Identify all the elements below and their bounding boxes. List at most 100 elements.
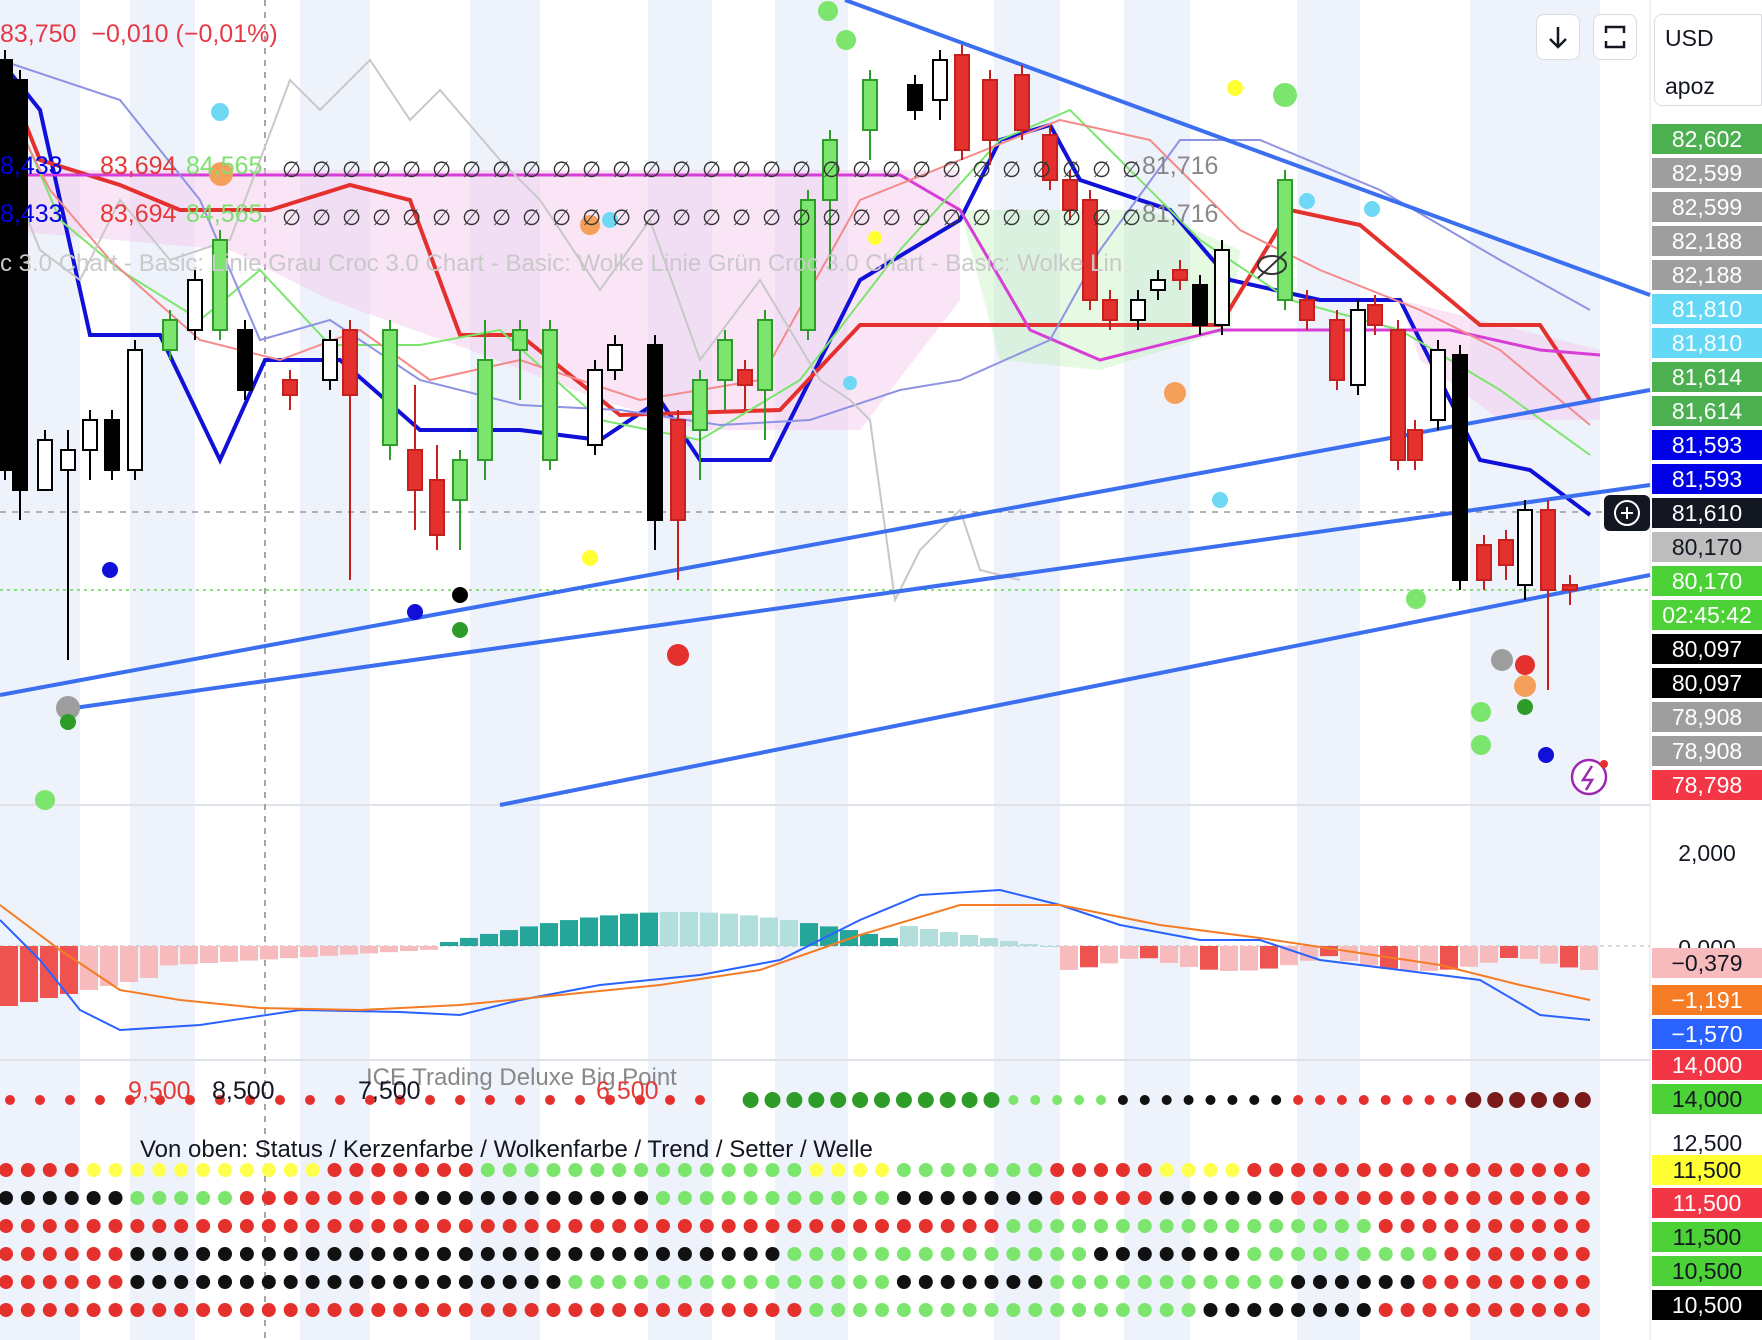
macd-histogram-bar [740, 915, 758, 946]
level-4: 6,500 [596, 1077, 659, 1105]
status-dot [42, 1303, 57, 1317]
status-dot [1203, 1303, 1218, 1317]
empty-marker: ∅ [432, 157, 451, 182]
status-dot [524, 1163, 539, 1177]
trend-dot [1227, 1095, 1238, 1105]
price-scale-label: 81,614 [1652, 396, 1762, 426]
candle-body [670, 419, 686, 521]
status-dot [831, 1191, 846, 1205]
fullscreen-button[interactable] [1593, 14, 1637, 60]
status-dot [743, 1275, 758, 1289]
status-dot [0, 1247, 13, 1261]
signal-dot [667, 644, 689, 666]
trend-line-mid2 [59, 483, 1651, 712]
macd-histogram-bar [180, 946, 198, 965]
status-dot [327, 1247, 342, 1261]
candle-body [717, 339, 733, 381]
candle-body [82, 419, 98, 451]
candle-body [822, 139, 838, 201]
status-dot [218, 1303, 232, 1317]
status-dot [1575, 1219, 1590, 1233]
price-scale-label: 78,908 [1652, 736, 1762, 766]
macd-histogram-bar [800, 923, 818, 946]
status-dot [1510, 1247, 1525, 1261]
signal-dot [868, 231, 882, 245]
status-dot [239, 1303, 254, 1317]
status-dot [612, 1247, 627, 1261]
empty-marker: ∅ [822, 205, 841, 230]
empty-marker: ∅ [822, 157, 841, 182]
status-dot [0, 1191, 13, 1205]
status-dot [239, 1163, 254, 1177]
session-band [1470, 0, 1600, 1340]
trend-dot [1574, 1092, 1591, 1108]
empty-marker: ∅ [462, 205, 481, 230]
trend-dot [35, 1095, 45, 1105]
price-header: 83,750 −0,010 (−0,01%) [0, 20, 278, 49]
signal-dot [1164, 382, 1186, 404]
empty-marker: ∅ [672, 205, 691, 230]
status-dot [1094, 1191, 1108, 1205]
status-dot [502, 1303, 517, 1317]
currency-box[interactable]: USD apoz [1654, 14, 1762, 106]
status-dot [1356, 1247, 1371, 1261]
status-dot [0, 1163, 13, 1177]
status-dot [787, 1303, 802, 1317]
status-dot [1466, 1303, 1481, 1317]
status-dot [1159, 1303, 1174, 1317]
status-dot [64, 1247, 79, 1261]
macd-histogram-bar [500, 930, 518, 946]
empty-marker: ∅ [852, 157, 871, 182]
trend-dot [1509, 1092, 1526, 1108]
level-2: 8,500 [212, 1077, 275, 1105]
price-scale-label: 81,614 [1652, 362, 1762, 392]
status-dot [831, 1303, 846, 1317]
status-dot [765, 1303, 780, 1317]
signal-dot [582, 550, 598, 566]
status-dot [743, 1219, 758, 1233]
status-dot [371, 1191, 386, 1205]
status-dot [458, 1219, 473, 1233]
status-dot [196, 1275, 211, 1289]
status-dot [415, 1275, 430, 1289]
status-dot [1553, 1303, 1568, 1317]
signal-dot [407, 604, 423, 620]
macd-histogram-bar [340, 946, 358, 955]
empty-marker: ∅ [912, 157, 931, 182]
status-dot [349, 1303, 364, 1317]
status-dot [130, 1219, 145, 1233]
status-dot [1181, 1191, 1196, 1205]
currency-label[interactable]: USD [1665, 25, 1714, 51]
status-dot [831, 1163, 846, 1177]
candle-body [1014, 74, 1030, 131]
candle-body [692, 379, 708, 431]
status-dot [218, 1163, 232, 1177]
status-dot [1094, 1163, 1108, 1177]
status-dot [568, 1163, 583, 1177]
macd-histogram-bar [1540, 946, 1558, 964]
macd-histogram-bar [120, 946, 138, 982]
empty-marker: ∅ [1122, 205, 1141, 230]
signal-dot [1471, 702, 1491, 722]
unit-label[interactable]: apoz [1665, 73, 1715, 99]
status-dot [480, 1163, 495, 1177]
status-dot [1006, 1303, 1021, 1317]
status-dot [853, 1303, 868, 1317]
price-scale-label: 80,170 [1652, 566, 1762, 596]
status-dot [1225, 1219, 1240, 1233]
status-dot [1466, 1275, 1481, 1289]
download-button[interactable] [1536, 14, 1580, 60]
empty-marker: ∅ [522, 205, 541, 230]
status-dot [1488, 1163, 1503, 1177]
status-dot [218, 1219, 232, 1233]
macd-histogram-bar [1320, 946, 1338, 957]
trend-dot [1358, 1095, 1369, 1105]
trend-dot [155, 1095, 165, 1105]
eye-off-icon [1257, 255, 1287, 275]
trend-dot [1424, 1095, 1435, 1105]
status-dot [108, 1247, 123, 1261]
status-dot [809, 1163, 824, 1177]
trend-dot [1139, 1095, 1150, 1105]
macd-histogram-bar [1260, 946, 1278, 969]
